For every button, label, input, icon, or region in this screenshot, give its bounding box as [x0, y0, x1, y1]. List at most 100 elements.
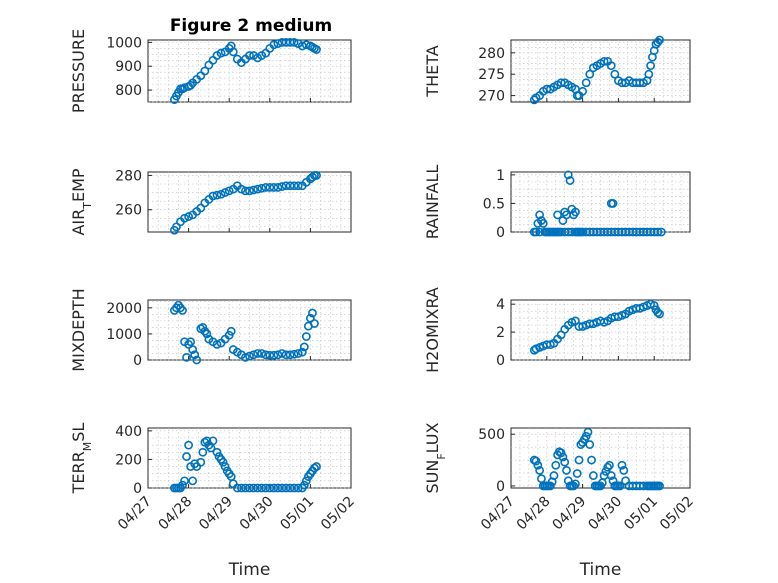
y-tick-label: 2 — [496, 325, 505, 341]
data-point — [245, 51, 254, 60]
y-tick-label: 0 — [133, 481, 142, 497]
data-point — [245, 483, 254, 493]
data-point — [220, 462, 230, 471]
data-point — [578, 86, 587, 96]
y-tick-label: 275 — [478, 67, 505, 83]
data-point — [182, 352, 191, 362]
x-tick-label: 04/30 — [237, 494, 277, 534]
data-point — [565, 176, 575, 185]
y-axis-label: THETA — [423, 45, 442, 97]
data-point — [531, 227, 541, 237]
x-tick-label: 04/29 — [196, 494, 236, 534]
data-point — [273, 350, 283, 360]
data-point — [265, 483, 275, 493]
data-point — [655, 35, 664, 45]
data-point — [281, 483, 291, 493]
y-tick-label: 0.5 — [483, 196, 505, 212]
x-axis-label: Time — [579, 560, 622, 580]
data-point — [572, 469, 582, 478]
data-point — [656, 227, 666, 237]
data-point — [299, 480, 309, 490]
data-point — [560, 457, 570, 467]
data-point — [285, 181, 295, 191]
x-tick-label: 04/29 — [550, 494, 590, 534]
y-tick-label: 1 — [496, 168, 505, 184]
y-axis-label: PRESSURE — [69, 29, 88, 113]
y-tick-label: 0 — [496, 225, 505, 241]
data-point — [241, 483, 250, 493]
data-point — [599, 56, 609, 66]
data-point — [285, 350, 295, 360]
data-point — [301, 332, 311, 341]
data-point — [257, 183, 267, 193]
y-tick-label: 0 — [133, 353, 142, 369]
data-point — [312, 462, 321, 471]
data-point — [245, 186, 254, 196]
data-point — [190, 350, 200, 360]
data-point — [261, 483, 271, 493]
data-point — [184, 440, 193, 450]
data-point — [619, 466, 629, 475]
data-point — [310, 319, 319, 328]
data-point — [574, 455, 584, 465]
data-point — [653, 308, 663, 317]
x-tick-label: 04/30 — [585, 494, 625, 534]
y-tick-label: 0 — [496, 353, 505, 369]
data-point — [200, 66, 210, 76]
data-point — [588, 471, 598, 480]
data-point — [610, 69, 620, 79]
data-point — [269, 183, 279, 192]
data-point — [261, 350, 271, 360]
data-point — [289, 181, 299, 191]
data-point — [531, 456, 541, 466]
y-tick-label: 270 — [478, 89, 505, 105]
data-point — [265, 183, 275, 192]
data-point — [236, 483, 246, 493]
data-point — [603, 462, 613, 472]
data-point — [608, 199, 618, 208]
data-point — [587, 455, 596, 465]
data-point — [297, 41, 307, 51]
data-point — [646, 61, 656, 71]
figure-title: Figure 2 medium — [170, 16, 332, 36]
data-point — [249, 350, 258, 360]
y-tick-label: 1000 — [106, 327, 142, 343]
data-point — [545, 481, 555, 491]
data-point — [245, 351, 254, 361]
y-tick-label: 0 — [496, 479, 505, 495]
data-point — [617, 460, 627, 470]
data-point — [253, 184, 263, 194]
y-axis-label: AIRTEMP — [69, 168, 94, 235]
x-tick-label: 04/27 — [115, 494, 155, 534]
data-point — [615, 481, 625, 491]
data-point — [585, 69, 595, 79]
y-tick-label: 900 — [115, 59, 142, 75]
data-point — [277, 182, 287, 191]
x-axis-label: Time — [228, 560, 271, 580]
data-point — [269, 350, 279, 360]
data-point — [529, 95, 539, 105]
data-point — [261, 183, 271, 192]
data-point — [556, 448, 566, 458]
data-point — [285, 483, 295, 493]
data-point — [308, 308, 317, 318]
y-axis-label: H2OMIXRA — [423, 287, 442, 373]
data-point — [224, 186, 234, 196]
data-point — [184, 212, 193, 221]
data-point — [269, 40, 279, 50]
data-point — [273, 183, 283, 192]
data-point — [226, 326, 236, 336]
data-point — [606, 471, 616, 480]
data-point — [273, 483, 283, 493]
data-point — [551, 460, 561, 470]
data-point — [277, 483, 287, 493]
data-point — [553, 210, 562, 220]
data-point — [186, 337, 196, 347]
y-tick-label: 500 — [478, 427, 505, 443]
x-tick-label: 04/27 — [478, 494, 518, 534]
data-point — [569, 481, 579, 491]
data-point — [301, 476, 311, 486]
y-axis-label: RAINFALL — [423, 165, 442, 240]
data-point — [178, 306, 187, 315]
